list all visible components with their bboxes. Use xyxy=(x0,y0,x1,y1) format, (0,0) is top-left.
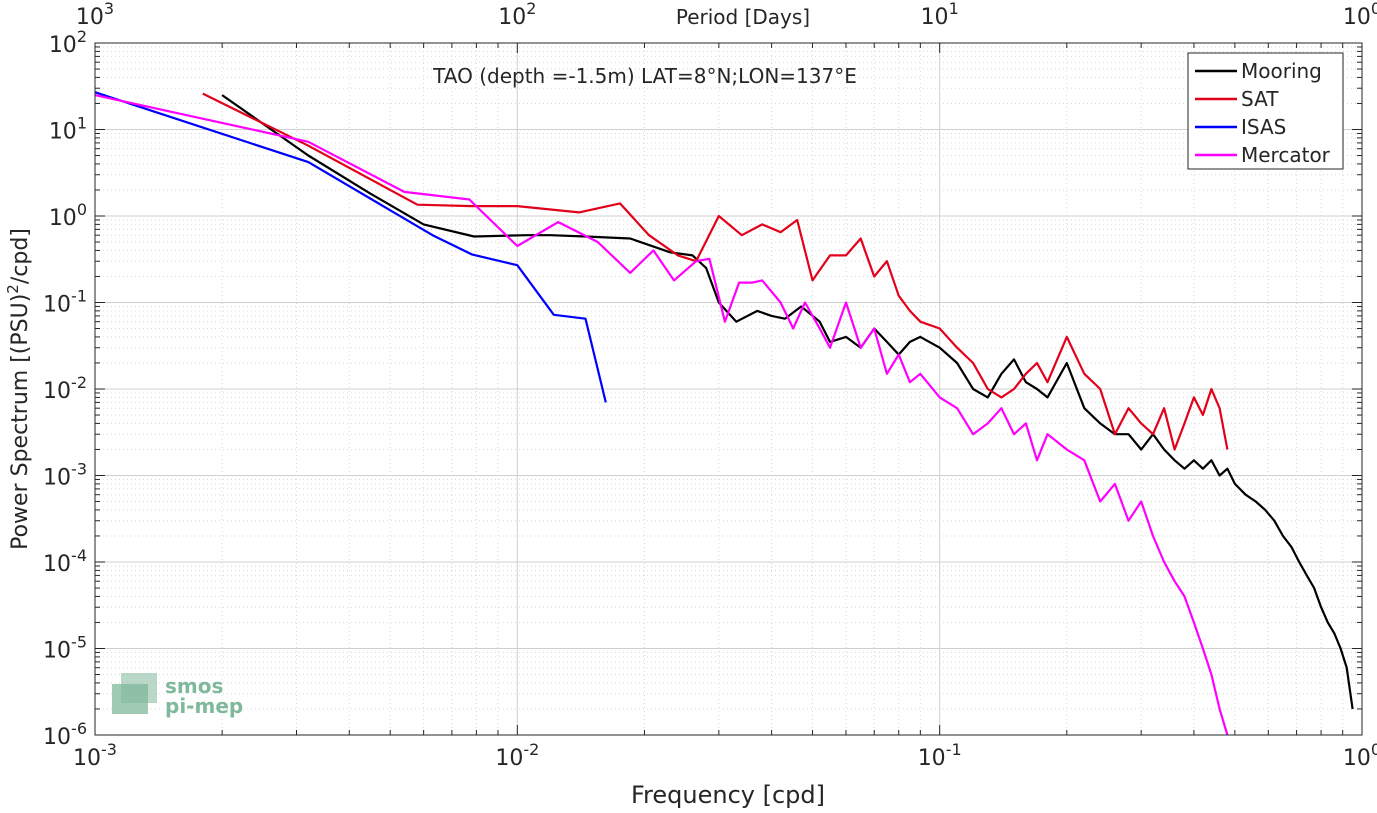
y-tick-label-exponent: -3 xyxy=(71,460,87,479)
series-line-isas xyxy=(94,91,607,403)
y-tick-label: 10-5 xyxy=(43,633,87,664)
y-tick-label: 10-3 xyxy=(43,460,87,491)
y-tick-label-exponent: 0 xyxy=(77,200,87,219)
top-tick-label-base: 10 xyxy=(921,5,949,30)
y-axis-label-superscript: 2 xyxy=(4,284,22,294)
y-tick-label: 10-2 xyxy=(43,373,87,404)
x-tick-label-base: 10 xyxy=(918,746,946,771)
x-tick-label: 100 xyxy=(1343,740,1377,771)
logo-text-smos: smos xyxy=(165,674,223,698)
smos-pi-mep-logo: smos pi-mep xyxy=(112,673,243,718)
top-tick-label: 103 xyxy=(76,0,114,30)
top-tick-label-base: 10 xyxy=(498,5,526,30)
top-tick-label-exponent: 3 xyxy=(104,0,114,18)
x-tick-label: 10-3 xyxy=(73,740,117,771)
y-tick-label-base: 10 xyxy=(49,33,77,58)
y-axis-label: Power Spectrum [(PSU)2/cpd] xyxy=(4,228,33,550)
top-tick-label-exponent: 0 xyxy=(1371,0,1377,18)
x-tick-label-base: 10 xyxy=(73,746,101,771)
y-axis-label-main: Power Spectrum [(PSU) xyxy=(8,294,33,550)
y-tick-label-base: 10 xyxy=(43,379,71,404)
y-tick-label: 102 xyxy=(49,27,87,58)
y-axis-label-tail: /cpd] xyxy=(8,228,33,284)
top-tick-label: 102 xyxy=(498,0,536,30)
y-tick-label-base: 10 xyxy=(43,293,71,318)
top-tick-label-exponent: 2 xyxy=(526,0,536,18)
top-tick-label-base: 10 xyxy=(1343,5,1371,30)
axis-ticks xyxy=(94,42,1363,736)
x-tick-label-exponent: -3 xyxy=(101,740,117,759)
chart-title: TAO (depth =-1.5m) LAT=8°N;LON=137°E xyxy=(432,64,857,88)
legend: Mooring SAT ISAS Mercator xyxy=(1187,52,1344,170)
y-tick-label-exponent: -6 xyxy=(71,719,87,738)
logo-mark-front xyxy=(112,684,148,714)
y-tick-label-exponent: -5 xyxy=(71,633,87,652)
top-tick-label: 100 xyxy=(1343,0,1377,30)
x-tick-label-exponent: 0 xyxy=(1371,740,1377,759)
x-axis-label: Frequency [cpd] xyxy=(631,781,825,809)
y-tick-label-exponent: -1 xyxy=(71,287,87,306)
series-line-mercator xyxy=(94,94,1229,736)
y-tick-label-base: 10 xyxy=(49,206,77,231)
y-tick-label: 100 xyxy=(49,200,87,231)
x-tick-label: 10-2 xyxy=(495,740,539,771)
y-tick-label-base: 10 xyxy=(43,639,71,664)
x-tick-label-base: 10 xyxy=(495,746,523,771)
logo-text-pi-mep: pi-mep xyxy=(165,694,243,718)
top-tick-label: 101 xyxy=(921,0,959,30)
y-tick-label: 10-4 xyxy=(43,546,87,577)
x-tick-label-base: 10 xyxy=(1343,746,1371,771)
top-tick-label-base: 10 xyxy=(76,5,104,30)
y-tick-label-base: 10 xyxy=(43,725,71,750)
y-tick-label-exponent: -2 xyxy=(71,373,87,392)
y-tick-label: 10-6 xyxy=(43,719,87,750)
y-tick-label: 101 xyxy=(49,114,87,145)
y-tick-label-exponent: 2 xyxy=(77,27,87,46)
legend-box xyxy=(1187,52,1344,170)
top-tick-label-exponent: 1 xyxy=(949,0,959,18)
x-tick-label-exponent: -2 xyxy=(523,740,539,759)
y-tick-label-base: 10 xyxy=(43,466,71,491)
y-tick-label-base: 10 xyxy=(49,120,77,145)
legend-label-sat: SAT xyxy=(1241,87,1279,111)
series-line-sat xyxy=(202,92,1229,451)
top-axis-label: Period [Days] xyxy=(676,5,810,29)
legend-label-isas: ISAS xyxy=(1241,115,1286,139)
y-tick-label-base: 10 xyxy=(43,552,71,577)
y-tick-label: 10-1 xyxy=(43,287,87,318)
legend-label-mercator: Mercator xyxy=(1241,143,1331,167)
x-tick-label-exponent: -1 xyxy=(946,740,962,759)
x-tick-label: 10-1 xyxy=(918,740,962,771)
y-tick-label-exponent: -4 xyxy=(71,546,87,565)
series-line-mooring xyxy=(221,94,1354,710)
legend-label-mooring: Mooring xyxy=(1241,59,1322,83)
minor-grid xyxy=(95,43,1362,735)
series-lines xyxy=(94,91,1354,736)
y-tick-label-exponent: 1 xyxy=(77,114,87,133)
